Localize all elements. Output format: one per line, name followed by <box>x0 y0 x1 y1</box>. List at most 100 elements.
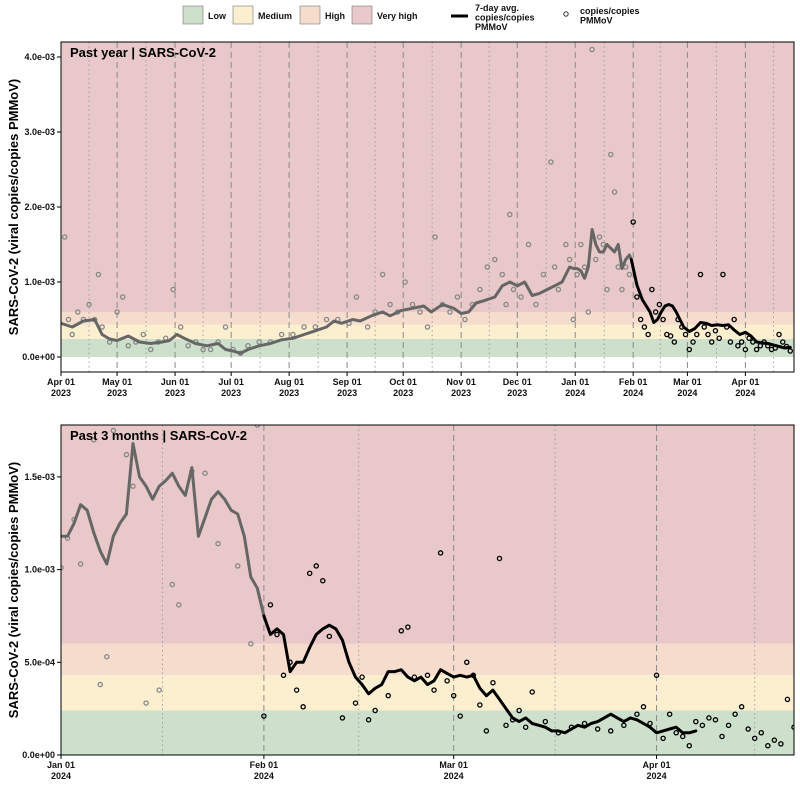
band-low <box>61 710 794 755</box>
data-point <box>432 234 438 240</box>
data-point <box>660 735 666 742</box>
data-point <box>712 717 719 723</box>
x-tick-label: Jul 01 2023 <box>218 377 244 398</box>
x-tick-label-line: Apr 01 <box>643 760 671 770</box>
y-tick-label: 2.0e-03 <box>24 202 55 212</box>
data-point <box>604 286 610 293</box>
x-tick-label-line: May 01 <box>102 377 132 387</box>
data-point <box>148 346 154 353</box>
data-point <box>97 681 104 688</box>
x-tick-label-line: 2024 <box>565 388 585 398</box>
data-point <box>682 331 689 338</box>
data-point <box>525 241 532 248</box>
data-point <box>409 301 416 308</box>
data-point <box>245 342 251 349</box>
data-point <box>791 724 794 730</box>
data-point <box>372 707 378 714</box>
data-point <box>499 271 506 278</box>
data-point <box>652 309 659 315</box>
data-point <box>753 346 760 353</box>
data-point <box>784 696 791 703</box>
x-tick-label: Mar 01 2024 <box>673 377 702 398</box>
data-point <box>477 286 483 293</box>
data-point <box>424 324 431 330</box>
band-low <box>61 339 794 357</box>
data-point <box>387 301 393 308</box>
data-point <box>447 309 453 315</box>
x-tick-label: Jun 01 2023 <box>161 377 190 398</box>
data-point <box>510 286 517 293</box>
data-point <box>170 286 176 293</box>
data-point <box>200 346 206 353</box>
data-point <box>215 540 221 547</box>
legend-swatch-low <box>182 5 204 25</box>
data-point <box>593 256 599 263</box>
x-tick-label: Jan 01 2024 <box>561 377 589 398</box>
data-point <box>104 653 110 660</box>
x-tick-label: Apr 01 2024 <box>643 760 671 781</box>
y-tick-label: 4.0e-03 <box>24 52 55 62</box>
data-point <box>503 301 509 308</box>
x-tick-label-line: 2024 <box>623 388 643 398</box>
x-tick-label-line: 2024 <box>677 388 697 398</box>
band-high <box>61 643 794 676</box>
x-tick-label: Sep 01 2023 <box>333 377 362 398</box>
y-tick-label: 1.5e-03 <box>24 472 55 482</box>
x-tick-label-line: Apr 01 <box>731 377 759 387</box>
x-tick-label-line: Nov 01 <box>446 377 476 387</box>
y-axis-label: SARS-CoV-2 (viral copies/copies PMMoV) <box>6 79 21 335</box>
data-point <box>95 271 102 278</box>
data-point <box>641 324 648 330</box>
x-tick-label: Mar 01 2024 <box>439 760 468 781</box>
data-point <box>65 316 72 323</box>
data-point <box>594 726 601 732</box>
data-point <box>444 678 450 684</box>
data-point <box>323 316 330 323</box>
data-point <box>679 733 686 740</box>
data-point <box>563 241 569 248</box>
legend-point-label: copies/copies <box>580 6 640 16</box>
data-point <box>719 733 725 740</box>
band-very-high <box>61 425 794 644</box>
x-tick-label: Apr 01 2024 <box>731 377 759 398</box>
data-point <box>280 672 287 679</box>
y-tick-label: 3.0e-03 <box>24 127 55 137</box>
data-point <box>484 264 491 270</box>
x-tick-label-line: Mar 01 <box>439 760 468 770</box>
data-point <box>261 713 267 719</box>
x-tick-label-line: 2024 <box>647 771 667 781</box>
data-point <box>326 633 333 640</box>
data-point <box>626 271 633 278</box>
data-point <box>300 704 306 710</box>
data-point <box>352 700 359 706</box>
x-tick-label: Aug 01 2023 <box>274 377 304 398</box>
x-tick-label-line: 2024 <box>51 771 71 781</box>
scatter-series <box>261 550 794 749</box>
y-tick-label: 0.0e+00 <box>22 352 55 362</box>
data-point <box>529 689 535 695</box>
panel-past-year: 0.0e+00 1.0e-03 2.0e-03 3.0e-03 4.0e-03 Apr 0… <box>6 41 795 398</box>
data-point <box>207 346 214 353</box>
x-tick-label-line: 2024 <box>735 388 755 398</box>
x-tick-label-line: Feb 01 <box>250 760 279 770</box>
legend-line-label: copies/copies <box>475 13 535 23</box>
data-point <box>496 555 503 562</box>
plot-area <box>61 425 794 749</box>
y-tick-label: 1.0e-03 <box>24 277 55 287</box>
band-medium <box>61 324 794 339</box>
panel-title: Past year | SARS-CoV-2 <box>70 45 216 60</box>
panel-title: Past 3 months | SARS-CoV-2 <box>70 428 247 443</box>
data-point <box>110 427 117 434</box>
data-point <box>596 234 603 240</box>
data-point <box>725 722 732 729</box>
data-point <box>693 718 699 725</box>
data-point <box>202 470 208 476</box>
plot-area <box>61 46 794 356</box>
y-tick-label: 5.0e-04 <box>24 657 55 667</box>
x-tick-label-line: Jan 01 <box>561 377 589 387</box>
data-point <box>716 335 722 341</box>
data-point <box>507 211 513 218</box>
data-point <box>608 728 614 734</box>
x-tick-label-line: 2023 <box>221 388 241 398</box>
x-tick-label-line: Feb 01 <box>619 377 648 387</box>
